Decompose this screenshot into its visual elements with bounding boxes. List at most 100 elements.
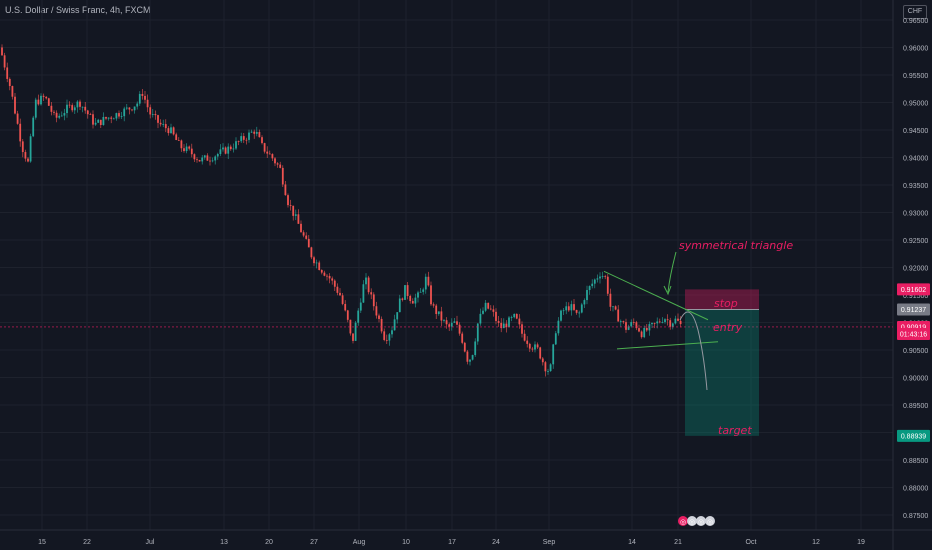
candle-body bbox=[235, 141, 237, 149]
candle-body bbox=[8, 78, 11, 87]
y-tick-label: 0.88000 bbox=[903, 486, 928, 493]
candle-body bbox=[554, 333, 557, 345]
candle-body bbox=[476, 323, 479, 342]
x-tick-label: 22 bbox=[83, 539, 91, 546]
forecast-path bbox=[679, 311, 708, 391]
y-tick-label: 0.92500 bbox=[903, 238, 928, 245]
y-tick-label: 0.88500 bbox=[903, 458, 928, 465]
candle-body bbox=[14, 96, 16, 114]
candle-body bbox=[495, 311, 497, 322]
candle-body bbox=[248, 132, 250, 140]
candle-body bbox=[170, 127, 172, 134]
candle-body bbox=[635, 322, 638, 329]
candle-body bbox=[19, 123, 22, 142]
candle-body bbox=[271, 154, 274, 159]
candle-body bbox=[86, 110, 89, 115]
candle-body bbox=[287, 195, 289, 206]
candle-body bbox=[440, 311, 443, 321]
candle-body bbox=[619, 321, 622, 322]
candle-body bbox=[627, 326, 630, 330]
candle-body bbox=[430, 285, 432, 305]
candle-body bbox=[92, 114, 94, 125]
candle-body bbox=[328, 275, 331, 279]
candle-body bbox=[677, 318, 679, 321]
candle-body bbox=[599, 276, 601, 279]
y-tick-label: 0.89500 bbox=[903, 403, 928, 410]
candle-body bbox=[162, 124, 165, 125]
x-tick-label: 19 bbox=[857, 539, 865, 546]
candle-body bbox=[632, 322, 635, 323]
candle-body bbox=[149, 107, 152, 115]
candle-body bbox=[479, 313, 482, 324]
candle-body bbox=[188, 146, 191, 149]
candle-body bbox=[378, 315, 380, 319]
candle-body bbox=[669, 320, 672, 327]
candle-body bbox=[24, 152, 27, 159]
candle-body bbox=[557, 320, 560, 334]
x-tick-label: Sep bbox=[543, 539, 556, 546]
candle-body bbox=[105, 116, 107, 119]
candle-body bbox=[190, 148, 193, 155]
candle-body bbox=[471, 355, 474, 360]
entry-annotation: entry bbox=[713, 321, 743, 334]
candle-body bbox=[362, 284, 365, 303]
candle-body bbox=[482, 310, 484, 314]
candle-body bbox=[370, 292, 373, 295]
candle-body bbox=[307, 238, 310, 248]
candle-body bbox=[112, 118, 115, 120]
candle-body bbox=[180, 140, 183, 149]
candle-body bbox=[534, 344, 536, 350]
candle-body bbox=[638, 328, 640, 332]
stop-zone bbox=[685, 289, 759, 310]
candle-body bbox=[385, 339, 388, 341]
x-tick-label: 24 bbox=[492, 539, 500, 546]
candle-body bbox=[107, 117, 110, 119]
candle-body bbox=[541, 358, 544, 363]
price-label-bg bbox=[897, 429, 930, 442]
candle-body bbox=[118, 113, 120, 117]
candle-body bbox=[419, 291, 422, 293]
candle-body bbox=[614, 306, 617, 310]
x-tick-label: Oct bbox=[746, 539, 757, 546]
candle-body bbox=[583, 300, 586, 305]
candle-body bbox=[547, 371, 549, 372]
candle-body bbox=[341, 295, 344, 304]
candle-body bbox=[365, 277, 367, 285]
x-tick-label: Aug bbox=[353, 539, 366, 546]
candle-body bbox=[552, 344, 555, 365]
y-tick-label: 0.91500 bbox=[903, 293, 928, 300]
price-label: 01:43:16 bbox=[900, 332, 927, 339]
price-label-bg bbox=[897, 328, 930, 341]
candle-body bbox=[352, 333, 354, 341]
y-tick-label: 0.93500 bbox=[903, 183, 928, 190]
currency-badge[interactable]: CHF bbox=[903, 5, 927, 19]
candle-body bbox=[266, 151, 269, 154]
candle-body bbox=[53, 111, 55, 113]
candle-body bbox=[497, 321, 500, 323]
candle-body bbox=[445, 320, 448, 325]
candle-body bbox=[66, 104, 68, 114]
x-tick-label: 13 bbox=[220, 539, 228, 546]
candle-body bbox=[276, 163, 279, 165]
pattern-annotation: symmetrical triangle bbox=[679, 239, 793, 252]
price-label: 0.88939 bbox=[901, 433, 926, 440]
candle-body bbox=[432, 304, 435, 306]
candle-body bbox=[110, 117, 113, 119]
candle-body bbox=[487, 302, 490, 309]
candle-body bbox=[302, 232, 305, 236]
candle-body bbox=[645, 327, 648, 331]
candle-body bbox=[125, 107, 128, 109]
y-tick-label: 0.87500 bbox=[903, 513, 928, 520]
candle-body bbox=[409, 295, 412, 302]
candle-body bbox=[609, 293, 612, 307]
candle-body bbox=[466, 351, 469, 362]
candle-body bbox=[242, 136, 245, 140]
event-icon-glyph: ◎ bbox=[698, 519, 704, 526]
price-label-bg bbox=[897, 303, 930, 316]
event-icon bbox=[696, 516, 706, 526]
candle-body bbox=[81, 106, 84, 108]
candle-body bbox=[224, 147, 227, 154]
candle-body bbox=[443, 320, 445, 322]
